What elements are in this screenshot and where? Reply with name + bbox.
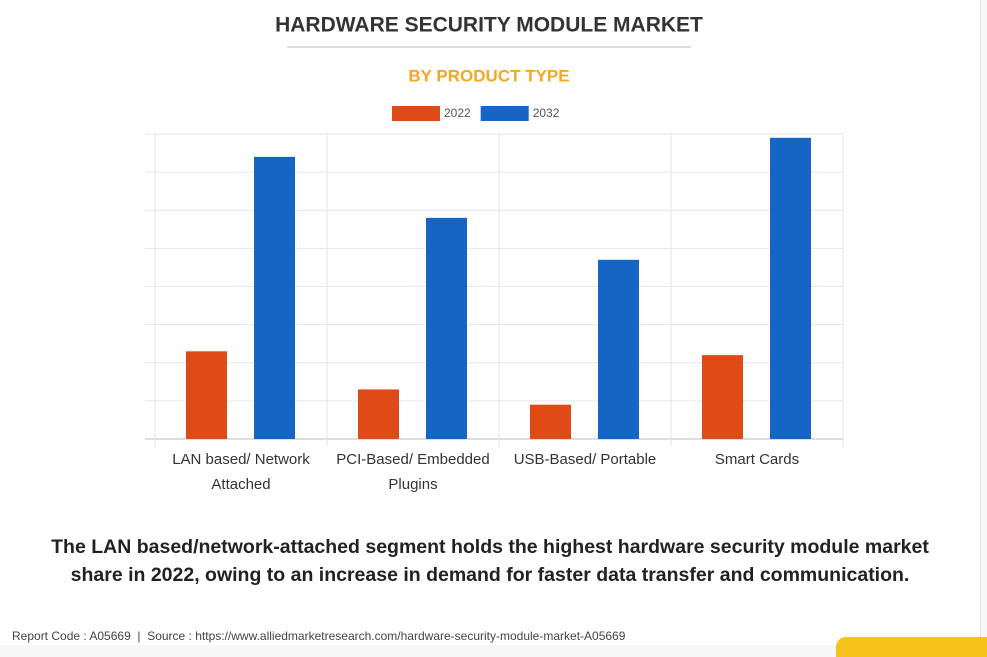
footer: Report Code : A05669 | Source : https://… [12, 629, 626, 643]
x-tick-label: PCI-Based/ Embedded Plugins [336, 451, 490, 493]
bar [426, 217, 467, 439]
bar [598, 259, 639, 439]
chart-title: HARDWARE SECURITY MODULE MARKET [275, 14, 703, 37]
bar [254, 156, 295, 439]
chart: HARDWARE SECURITY MODULE MARKET BY PRODU… [145, 14, 844, 447]
caption: The LAN based/network-attached segment h… [51, 536, 929, 586]
badge [836, 637, 987, 657]
bar [358, 389, 399, 439]
legend-label: 2022 [444, 106, 471, 120]
x-tick-label: Smart Cards [714, 451, 800, 468]
bar [702, 355, 743, 439]
legend-swatch [392, 106, 440, 121]
chart-subtitle: BY PRODUCT TYPE [408, 66, 569, 85]
bar [530, 404, 571, 439]
bar [770, 137, 811, 439]
legend-swatch [480, 106, 529, 121]
x-tick-label: USB-Based/ Portable [513, 451, 657, 468]
panel: HARDWARE SECURITY MODULE MARKET BY PRODU… [12, 0, 981, 645]
x-tick-label: LAN based/ Network Attached [172, 451, 310, 493]
bar [186, 351, 227, 439]
legend-label: 2032 [533, 106, 560, 120]
